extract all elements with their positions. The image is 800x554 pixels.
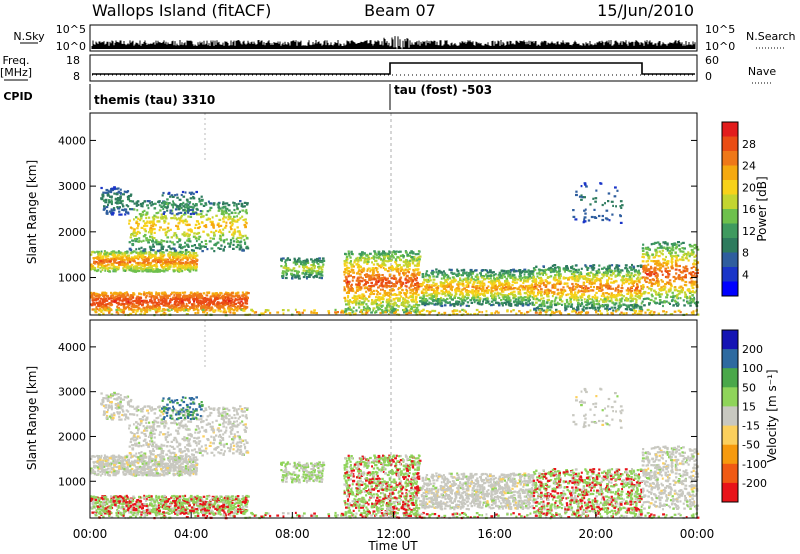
x-tick-label: 08:00 bbox=[275, 527, 310, 541]
y-tick-label: 1000 bbox=[58, 272, 86, 285]
beam-title: Beam 07 bbox=[364, 1, 436, 20]
freq-tick-bottom: 8 bbox=[73, 70, 80, 83]
colorbar-segment bbox=[722, 387, 738, 407]
nsky-tick-top: 10^5 bbox=[56, 23, 86, 36]
colorbar-tick-label: 16 bbox=[742, 203, 756, 216]
velocity-colorbar-ticks: 200 100 50 15 -15 -50 -100 -200 bbox=[742, 343, 767, 490]
colorbar-tick-label: 24 bbox=[742, 160, 756, 173]
nave-label: Nave bbox=[748, 65, 776, 78]
freq-label: Freq. bbox=[2, 54, 29, 67]
x-tick-label: 04:00 bbox=[174, 527, 209, 541]
colorbar-segment bbox=[722, 136, 738, 152]
x-tick-label: 20:00 bbox=[579, 527, 614, 541]
y-tick-label: 2000 bbox=[58, 226, 86, 239]
y-tick-label: 3000 bbox=[58, 386, 86, 399]
date-title: 15/Jun/2010 bbox=[597, 1, 694, 20]
velocity-data-layer bbox=[90, 387, 700, 520]
colorbar-segment bbox=[722, 223, 738, 239]
colorbar-tick-label: -200 bbox=[742, 477, 767, 490]
colorbar-tick-label: 4 bbox=[742, 268, 749, 281]
colorbar-tick-label: 8 bbox=[742, 247, 749, 260]
power-colorbar-label: Power [dB] bbox=[755, 176, 769, 241]
time-x-axis: 00:00 04:00 08:00 12:00 16:00 20:00 00:00 bbox=[73, 512, 715, 541]
nsky-tick-top-right: 10^5 bbox=[705, 23, 735, 36]
velocity-colorbar: 200 100 50 15 -15 -50 -100 -200 Velocity [m s⁻¹… bbox=[721, 329, 779, 503]
colorbar-segment bbox=[722, 444, 738, 465]
colorbar-segment bbox=[722, 194, 738, 210]
nsearch-label: N.Search bbox=[746, 30, 796, 43]
nave-tick-top: 60 bbox=[705, 54, 719, 67]
nsky-panel: N.Sky 10^5 10^0 10^5 10^0 N.Search bbox=[13, 23, 795, 53]
colorbar-segment bbox=[722, 252, 738, 268]
colorbar-tick-label: 200 bbox=[742, 343, 763, 356]
colorbar-tick-label: 20 bbox=[742, 181, 756, 194]
velocity-panel: 1000 2000 3000 4000 00:00 04:00 08:00 12:00 16:… bbox=[25, 319, 715, 553]
colorbar-segment bbox=[722, 349, 738, 369]
nsky-label: N.Sky bbox=[13, 30, 45, 43]
colorbar-segment bbox=[722, 425, 738, 446]
velocity-colorbar-label: Velocity [m s⁻¹] bbox=[765, 369, 779, 462]
cpid-panel: CPID themis (tau) 3310 tau (fost) -503 bbox=[3, 83, 492, 110]
power-data-layer bbox=[90, 182, 700, 317]
cpid-entry-1: themis (tau) 3310 bbox=[94, 93, 215, 107]
power-y-axis: 1000 2000 3000 4000 bbox=[58, 134, 697, 285]
nsky-tick-bottom-right: 10^0 bbox=[705, 40, 735, 53]
velocity-y-axis: 1000 2000 3000 4000 bbox=[58, 341, 697, 488]
y-tick-label: 1000 bbox=[58, 475, 86, 488]
x-tick-label: 00:00 bbox=[73, 527, 108, 541]
colorbar-segment bbox=[722, 151, 738, 166]
y-tick-label: 3000 bbox=[58, 180, 86, 193]
colorbar-tick-label: 100 bbox=[742, 362, 763, 375]
freq-tick-top: 18 bbox=[66, 54, 80, 67]
colorbar-segment bbox=[722, 267, 738, 282]
colorbar-tick-label: 15 bbox=[742, 400, 756, 413]
y-tick-label: 4000 bbox=[58, 341, 86, 354]
colorbar-segment bbox=[722, 209, 738, 224]
colorbar-segment bbox=[722, 122, 738, 137]
x-tick-label: 00:00 bbox=[680, 527, 715, 541]
time-axis-label: Time UT bbox=[367, 539, 418, 553]
colorbar-segment bbox=[722, 368, 738, 388]
colorbar-tick-label: 28 bbox=[742, 138, 756, 151]
nave-tick-bottom: 0 bbox=[705, 70, 712, 83]
colorbar-tick-label: -15 bbox=[742, 420, 760, 433]
nsky-count-trace bbox=[91, 36, 696, 49]
colorbar-segment bbox=[722, 406, 738, 426]
cpid-entry-2: tau (fost) -503 bbox=[394, 83, 492, 97]
colorbar-segment bbox=[722, 281, 738, 297]
velocity-colorbar-scale bbox=[722, 330, 738, 503]
colorbar-segment bbox=[722, 165, 738, 181]
power-colorbar-ticks: 28 24 20 16 12 8 4 bbox=[742, 138, 756, 282]
cpid-label: CPID bbox=[3, 90, 32, 103]
freq-trace bbox=[92, 62, 695, 75]
colorbar-tick-label: -100 bbox=[742, 458, 767, 471]
nsky-tick-bottom: 10^0 bbox=[56, 40, 86, 53]
power-colorbar-scale bbox=[722, 122, 738, 297]
colorbar-segment bbox=[722, 238, 738, 253]
y-tick-label: 4000 bbox=[58, 134, 86, 147]
freq-unit: [MHz] bbox=[0, 66, 32, 79]
x-tick-label: 12:00 bbox=[376, 527, 411, 541]
colorbar-tick-label: 12 bbox=[742, 225, 756, 238]
colorbar-segment bbox=[722, 482, 738, 503]
velocity-y-label: Slant Range [km] bbox=[25, 366, 39, 470]
station-title: Wallops Island (fitACF) bbox=[92, 1, 271, 20]
colorbar-segment bbox=[722, 330, 738, 350]
colorbar-segment bbox=[722, 180, 738, 195]
freq-panel: Freq. [MHz] 18 8 60 0 Nave bbox=[0, 54, 776, 84]
power-y-label: Slant Range [km] bbox=[25, 160, 39, 264]
y-tick-label: 2000 bbox=[58, 430, 86, 443]
colorbar-segment bbox=[722, 463, 738, 484]
colorbar-tick-label: -50 bbox=[742, 439, 760, 452]
power-panel: 1000 2000 3000 4000 Slant Range [km] bbox=[25, 112, 700, 317]
x-tick-label: 16:00 bbox=[477, 527, 512, 541]
colorbar-tick-label: 50 bbox=[742, 381, 756, 394]
power-colorbar: 28 24 20 16 12 8 4 Power [dB] bbox=[721, 121, 769, 297]
